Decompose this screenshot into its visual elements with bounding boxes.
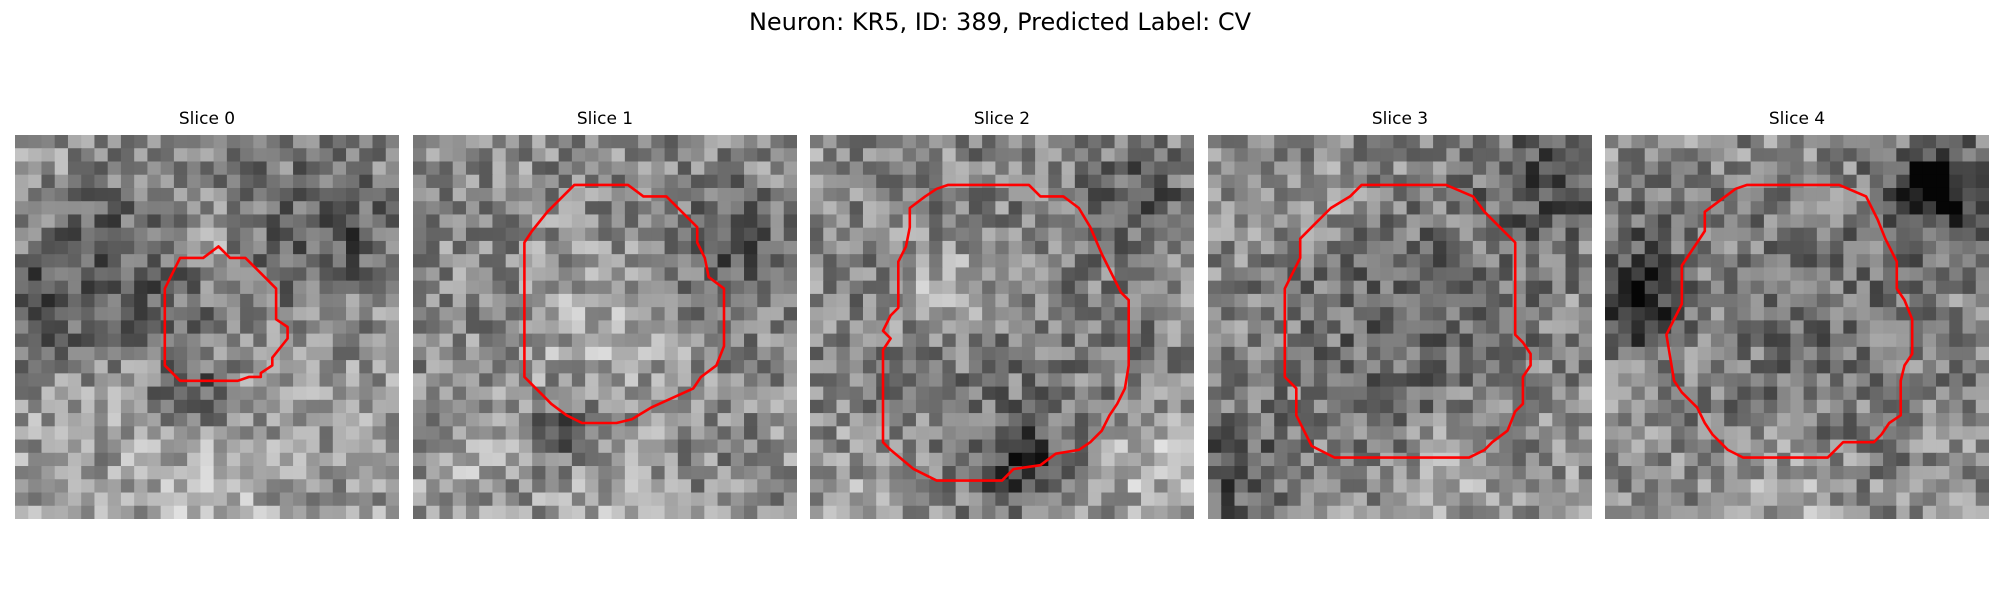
segmentation-contour <box>523 183 726 425</box>
slice-image <box>413 135 797 519</box>
slice-title: Slice 3 <box>1371 109 1429 129</box>
slice-panel-4: Slice 4 <box>1605 108 1989 519</box>
slice-title: Slice 1 <box>576 109 634 129</box>
slice-pixels <box>1605 135 1989 519</box>
segmentation-contour <box>881 183 1131 482</box>
slice-title: Slice 4 <box>1768 109 1826 129</box>
segmentation-contour <box>163 245 289 383</box>
slice-pixels <box>1208 135 1592 519</box>
slice-panel-2: Slice 2 <box>810 108 1194 519</box>
slice-image <box>1208 135 1592 519</box>
slice-panel-3: Slice 3 <box>1208 108 1592 519</box>
slice-panel-1: Slice 1 <box>413 108 797 519</box>
slice-pixels <box>15 135 399 519</box>
slice-title: Slice 0 <box>178 109 236 129</box>
slice-image <box>810 135 1194 519</box>
slice-image <box>1605 135 1989 519</box>
slice-pixels <box>810 135 1194 519</box>
segmentation-contour <box>1665 183 1914 459</box>
slice-image <box>15 135 399 519</box>
slice-title: Slice 2 <box>973 109 1031 129</box>
slice-panel-0: Slice 0 <box>15 108 399 519</box>
segmentation-contour <box>1283 183 1532 459</box>
figure-title: Neuron: KR5, ID: 389, Predicted Label: C… <box>748 8 1252 36</box>
slice-pixels <box>413 135 797 519</box>
